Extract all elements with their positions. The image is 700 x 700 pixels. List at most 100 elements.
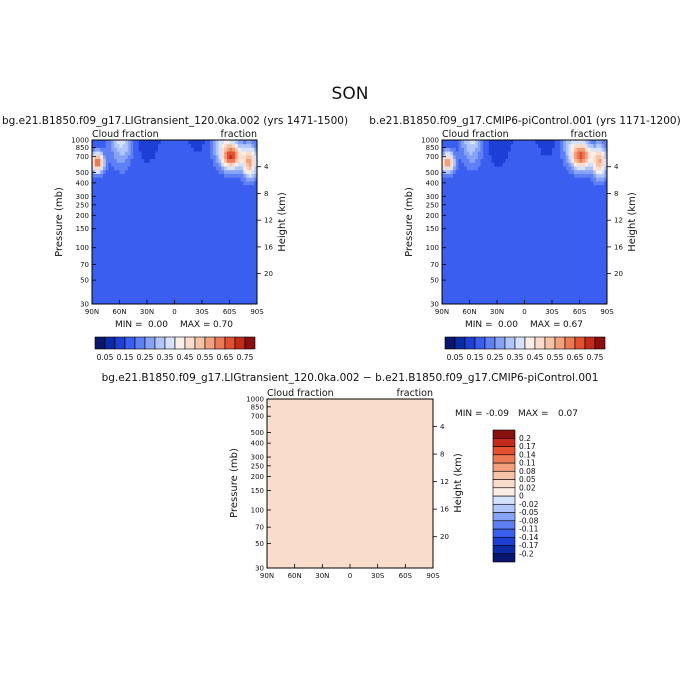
contour-cell	[568, 210, 572, 215]
contour-cell	[554, 166, 558, 171]
contour-cell	[587, 255, 591, 260]
contour-cell	[218, 300, 222, 305]
contour-cell	[191, 151, 195, 156]
contour-cell	[527, 240, 531, 245]
contour-cell	[97, 263, 101, 268]
contour-cell	[240, 225, 244, 230]
contour-cell	[530, 259, 534, 264]
contour-cell	[477, 214, 481, 219]
contour-cell	[243, 296, 247, 301]
contour-cell	[125, 214, 129, 219]
contour-cell	[254, 259, 258, 264]
contour-cell	[246, 158, 250, 163]
contour-cell	[100, 281, 104, 286]
contour-cell	[191, 188, 195, 193]
contour-cell	[103, 162, 107, 167]
contour-cell	[213, 274, 217, 279]
contour-cell	[188, 203, 192, 208]
contour-cell	[207, 147, 211, 152]
contour-cell	[158, 177, 162, 182]
contour-cell	[494, 270, 498, 275]
contour-cell	[442, 210, 446, 215]
contour-cell	[92, 240, 96, 245]
contour-cell	[453, 251, 457, 256]
contour-cell	[574, 203, 578, 208]
contour-cell	[565, 274, 569, 279]
contour-cell	[100, 143, 104, 148]
contour-cell	[455, 222, 459, 227]
contour-cell	[455, 184, 459, 189]
contour-cell	[127, 143, 131, 148]
contour-cell	[535, 192, 539, 197]
contour-cell	[152, 218, 156, 223]
contour-cell	[94, 181, 98, 186]
contour-cell	[574, 292, 578, 297]
contour-cell	[461, 244, 465, 249]
contour-cell	[571, 233, 575, 238]
contour-cell	[579, 289, 583, 294]
contour-cell	[579, 274, 583, 279]
contour-cell	[92, 274, 96, 279]
contour-cell	[229, 140, 233, 145]
contour-cell	[472, 188, 476, 193]
contour-cell	[508, 263, 512, 268]
contour-cell	[494, 203, 498, 208]
contour-cell	[127, 229, 131, 234]
contour-cell	[461, 203, 465, 208]
contour-cell	[125, 266, 129, 271]
contour-cell	[254, 151, 258, 156]
contour-cell	[552, 285, 556, 290]
contour-cell	[133, 240, 137, 245]
contour-cell	[469, 210, 473, 215]
contour-cell	[554, 218, 558, 223]
contour-cell	[237, 151, 241, 156]
contour-cell	[125, 244, 129, 249]
contour-cell	[464, 274, 468, 279]
contour-cell	[180, 151, 184, 156]
contour-cell	[119, 143, 123, 148]
contour-cell	[127, 188, 131, 193]
contour-cell	[254, 240, 258, 245]
contour-cell	[122, 173, 126, 178]
contour-cell	[169, 199, 173, 204]
contour-cell	[180, 188, 184, 193]
contour-cell	[204, 188, 208, 193]
contour-cell	[202, 143, 206, 148]
contour-cell	[127, 218, 131, 223]
contour-cell	[174, 248, 178, 253]
contour-cell	[166, 222, 170, 227]
contour-cell	[166, 184, 170, 189]
contour-cell	[552, 173, 556, 178]
contour-cell	[596, 195, 600, 201]
contour-cell	[475, 270, 479, 275]
contour-cell	[174, 188, 178, 193]
contour-cell	[563, 289, 567, 294]
contour-cell	[488, 266, 492, 271]
contour-cell	[207, 203, 211, 208]
contour-cell	[527, 251, 531, 256]
contour-cell	[552, 233, 556, 238]
contour-cell	[158, 244, 162, 249]
contour-cell	[554, 270, 558, 275]
contour-cell	[516, 166, 520, 171]
contour-cell	[524, 225, 528, 230]
contour-cell	[147, 195, 151, 201]
contour-cell	[521, 225, 525, 230]
contour-cell	[546, 285, 550, 290]
contour-cell	[444, 195, 448, 201]
contour-cell	[105, 192, 109, 197]
contour-cell	[513, 285, 517, 290]
contour-cell	[579, 263, 583, 268]
contour-cell	[196, 259, 200, 264]
contour-cell	[105, 255, 109, 260]
contour-cell	[587, 184, 591, 189]
contour-cell	[100, 154, 104, 160]
contour-cell	[552, 259, 556, 264]
contour-cell	[246, 143, 250, 148]
contour-cell	[215, 177, 219, 182]
contour-cell	[160, 199, 164, 204]
contour-cell	[147, 169, 151, 174]
contour-cell	[519, 259, 523, 264]
contour-cell	[138, 169, 142, 174]
contour-cell	[483, 300, 487, 305]
